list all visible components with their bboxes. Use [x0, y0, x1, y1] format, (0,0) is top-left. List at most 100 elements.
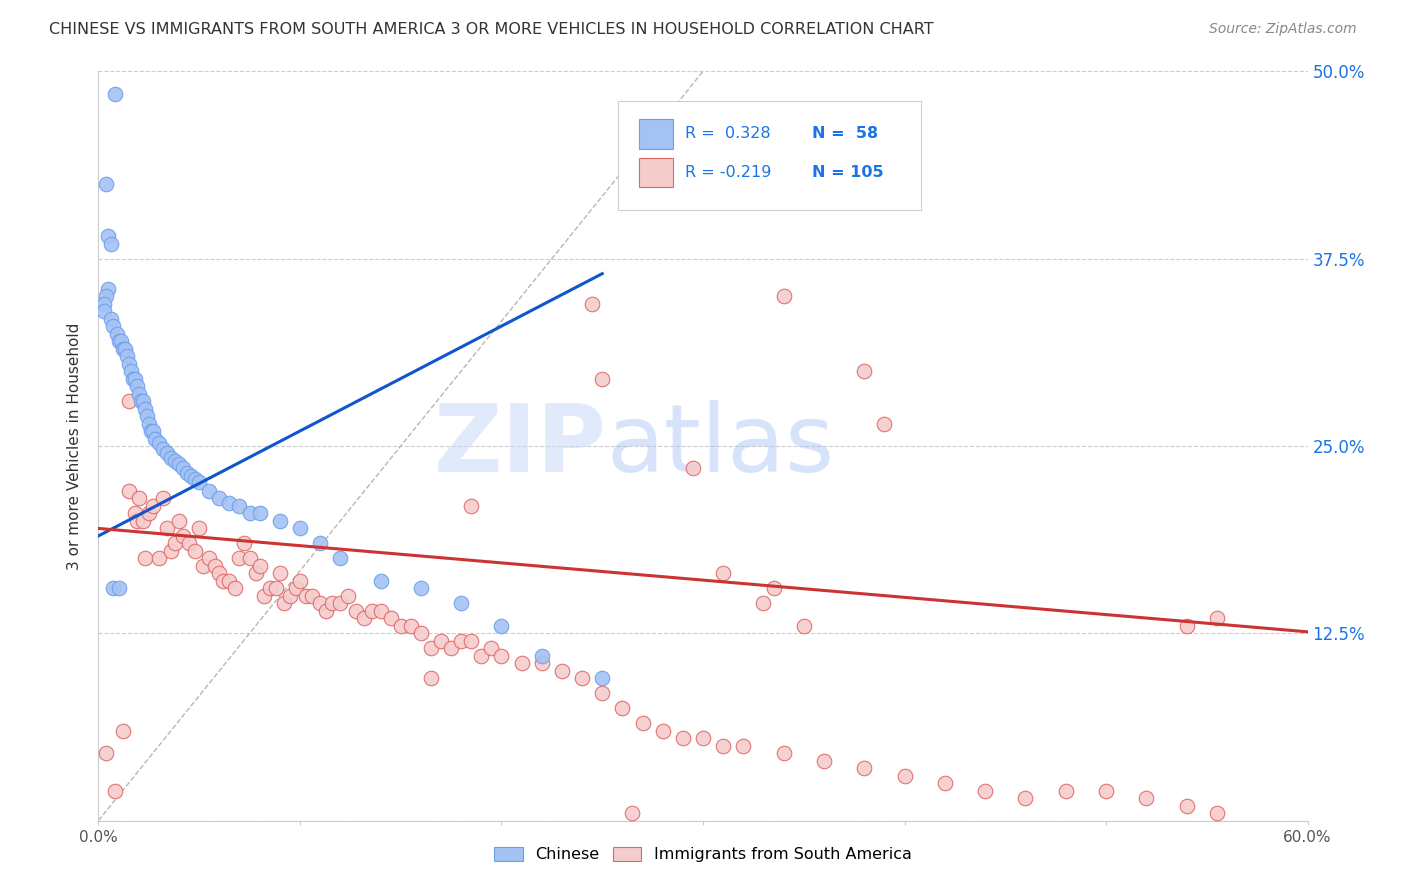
Point — [120, 364, 142, 378]
Point — [138, 417, 160, 431]
Point — [218, 574, 240, 588]
Point — [179, 536, 201, 550]
Point — [321, 596, 343, 610]
Point — [118, 357, 141, 371]
Point — [163, 536, 186, 550]
Point — [309, 596, 332, 610]
Point — [93, 296, 115, 310]
Point — [208, 566, 231, 581]
Point — [269, 514, 291, 528]
FancyBboxPatch shape — [638, 119, 673, 149]
Point — [218, 496, 240, 510]
Point — [198, 483, 221, 498]
Y-axis label: 3 or more Vehicles in Household: 3 or more Vehicles in Household — [67, 322, 83, 570]
Point — [96, 289, 118, 303]
Point — [249, 507, 271, 521]
Point — [103, 87, 125, 101]
Point — [253, 589, 276, 603]
Point — [591, 671, 613, 685]
Point — [180, 469, 202, 483]
Point — [101, 319, 124, 334]
Point — [142, 424, 165, 438]
Point — [762, 582, 785, 596]
Point — [772, 746, 794, 760]
Point — [772, 289, 794, 303]
Point — [138, 507, 160, 521]
Point — [132, 394, 155, 409]
Point — [176, 466, 198, 480]
Point — [315, 604, 337, 618]
Point — [273, 596, 295, 610]
Text: N =  58: N = 58 — [811, 126, 877, 141]
Point — [682, 461, 704, 475]
Point — [288, 521, 311, 535]
Point — [103, 783, 125, 797]
Point — [152, 442, 174, 456]
Point — [135, 409, 157, 423]
Point — [409, 626, 432, 640]
Point — [420, 671, 443, 685]
Point — [380, 611, 402, 625]
Point — [1175, 619, 1198, 633]
Point — [1014, 791, 1036, 805]
Point — [156, 521, 179, 535]
Text: atlas: atlas — [606, 400, 835, 492]
Point — [284, 582, 307, 596]
Point — [420, 641, 443, 656]
Point — [370, 574, 392, 588]
Point — [893, 769, 915, 783]
Point — [530, 648, 553, 663]
Point — [97, 282, 120, 296]
Point — [188, 475, 211, 489]
FancyBboxPatch shape — [619, 102, 921, 210]
Point — [733, 739, 755, 753]
Point — [672, 731, 695, 746]
Point — [163, 454, 186, 468]
Point — [96, 177, 118, 191]
Point — [470, 648, 492, 663]
Point — [105, 326, 128, 341]
Point — [172, 529, 194, 543]
Text: ZIP: ZIP — [433, 400, 606, 492]
Point — [110, 334, 132, 348]
Point — [329, 551, 352, 566]
Point — [450, 596, 472, 610]
Point — [612, 701, 634, 715]
Point — [114, 342, 136, 356]
Point — [204, 558, 226, 573]
Point — [934, 776, 956, 790]
Point — [148, 436, 170, 450]
Text: R = -0.219: R = -0.219 — [685, 165, 772, 180]
Point — [129, 394, 152, 409]
Point — [711, 566, 734, 581]
Point — [188, 521, 211, 535]
Point — [232, 536, 254, 550]
Point — [118, 394, 141, 409]
Point — [430, 633, 453, 648]
Point — [101, 582, 124, 596]
Point — [228, 551, 250, 566]
Point — [353, 611, 375, 625]
Point — [124, 371, 146, 385]
Point — [125, 514, 148, 528]
Text: N = 105: N = 105 — [811, 165, 883, 180]
Point — [1206, 611, 1229, 625]
Point — [115, 349, 138, 363]
Point — [167, 514, 190, 528]
Point — [134, 551, 156, 566]
Point — [139, 424, 162, 438]
Point — [148, 551, 170, 566]
Point — [100, 311, 122, 326]
Point — [591, 686, 613, 700]
Point — [239, 507, 262, 521]
Point — [752, 596, 775, 610]
Point — [134, 401, 156, 416]
Point — [100, 236, 122, 251]
Point — [551, 664, 574, 678]
Point — [711, 739, 734, 753]
Text: CHINESE VS IMMIGRANTS FROM SOUTH AMERICA 3 OR MORE VEHICLES IN HOUSEHOLD CORRELA: CHINESE VS IMMIGRANTS FROM SOUTH AMERICA… — [49, 22, 934, 37]
Point — [361, 604, 384, 618]
Point — [111, 342, 134, 356]
Point — [184, 544, 207, 558]
Point — [491, 619, 513, 633]
